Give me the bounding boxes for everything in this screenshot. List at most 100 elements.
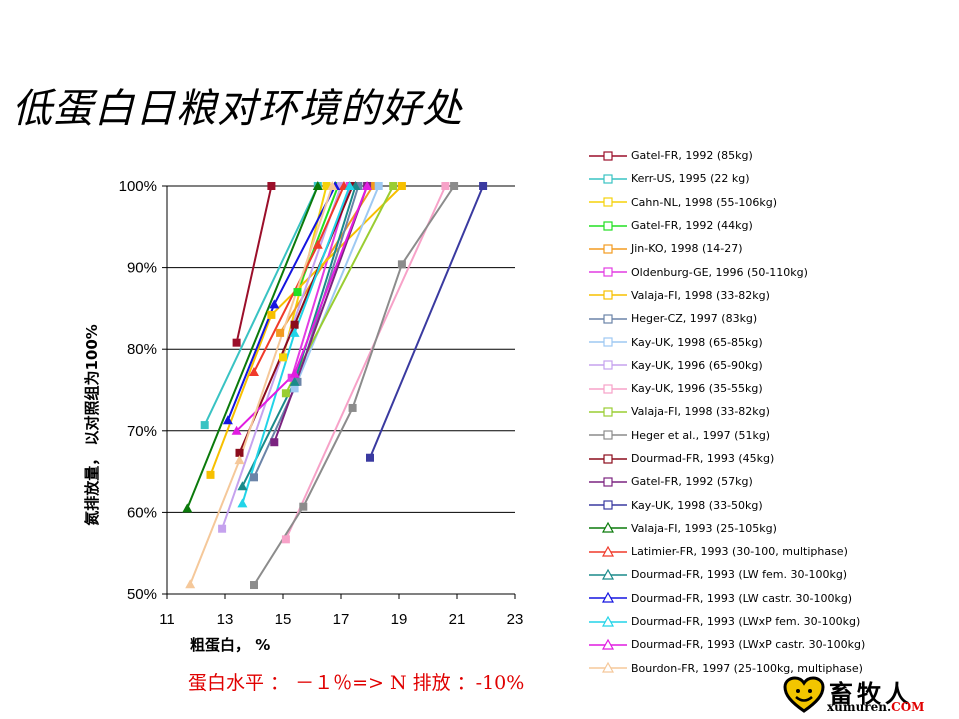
chart-point xyxy=(368,182,377,190)
legend-label: Gatel-FR, 1992 (57kg) xyxy=(631,475,753,489)
legend-item: Gatel-FR, 1992 (57kg) xyxy=(588,470,948,493)
chart-point xyxy=(397,182,406,190)
chart-point xyxy=(200,421,209,430)
legend-item: Kay-UK, 1996 (35-55kg) xyxy=(588,377,948,400)
chart-point xyxy=(250,581,258,590)
x-tick-label: 15 xyxy=(275,611,292,628)
y-tick-label: 70% xyxy=(127,423,157,440)
legend-swatch-marker xyxy=(603,360,613,370)
y-tick-label: 100% xyxy=(119,178,157,195)
legend-item: Dourmad-FR, 1993 (LW fem. 30-100kg) xyxy=(588,563,948,586)
legend-swatch xyxy=(589,244,627,254)
legend-swatch-marker xyxy=(603,197,613,207)
legend-swatch-marker xyxy=(603,267,613,277)
chart-point xyxy=(450,182,459,190)
chart-point xyxy=(348,182,357,190)
x-tick-label: 23 xyxy=(507,611,524,628)
chart-point xyxy=(206,470,215,479)
series-line xyxy=(296,185,340,293)
legend-label: Kerr-US, 1995 (22 kg) xyxy=(631,172,750,186)
chart-point xyxy=(348,403,357,412)
legend-label: Kay-UK, 1996 (65-90kg) xyxy=(631,358,763,372)
logo-name: 畜牧人 xyxy=(829,679,913,708)
chart-point xyxy=(232,338,241,347)
legend-swatch xyxy=(589,500,627,510)
legend-item: Kay-UK, 1998 (33-50kg) xyxy=(588,493,948,516)
legend-label: Latimier-FR, 1993 (30-100, multiphase) xyxy=(631,545,848,559)
chart-point xyxy=(327,181,338,190)
legend-item: Valaja-FI, 1993 (25-105kg) xyxy=(588,517,948,540)
x-tick-label: 13 xyxy=(217,611,234,628)
legend-swatch-marker xyxy=(601,661,615,673)
legend-swatch-marker xyxy=(603,384,613,394)
legend-label: Gatel-FR, 1992 (85kg) xyxy=(631,149,753,163)
chart-point xyxy=(366,453,374,462)
chart-point xyxy=(344,181,355,190)
legend-item: Dourmad-FR, 1993 (LWxP castr. 30-100kg) xyxy=(588,633,948,656)
logo-domain: xumuren.COM xyxy=(827,700,924,714)
legend-swatch-marker xyxy=(603,244,613,254)
chart-point xyxy=(312,181,323,190)
legend-label: Bourdon-FR, 1997 (25-100kg, multiphase) xyxy=(631,661,863,675)
legend-swatch xyxy=(589,220,627,231)
chart-point xyxy=(290,384,299,393)
chart-point xyxy=(299,502,308,511)
legend-swatch-marker xyxy=(603,151,613,161)
legend-item: Jin-KO, 1998 (14-27) xyxy=(588,237,948,260)
legend-swatch-marker xyxy=(603,220,613,231)
footnote-text: 蛋白水平 ： －１％=> N 排放 ：-10% xyxy=(188,672,525,694)
legend-swatch xyxy=(589,430,627,440)
legend-label: Heger et al., 1997 (51kg) xyxy=(631,428,771,442)
legend-item: Valaja-FI, 1998 (33-82kg) xyxy=(588,400,948,423)
chart-point xyxy=(281,535,290,544)
y-tick-label: 60% xyxy=(127,504,157,521)
legend-item: Kay-UK, 1998 (65-85kg) xyxy=(588,330,948,353)
chart-point xyxy=(289,376,300,386)
chart-point xyxy=(289,368,300,378)
chart-point xyxy=(234,455,245,465)
legend-swatch-marker xyxy=(603,430,613,440)
logo-domain-tld: COM xyxy=(891,700,925,714)
legend-swatch xyxy=(589,267,627,277)
chart-point xyxy=(362,181,373,190)
legend-item: Kerr-US, 1995 (22 kg) xyxy=(588,167,948,190)
legend-swatch-marker xyxy=(601,592,615,603)
chart-point xyxy=(182,503,193,513)
legend-swatch-marker xyxy=(603,453,613,464)
series-line xyxy=(369,185,485,459)
legend-swatch xyxy=(589,407,627,417)
legend-item: Dourmad-FR, 1993 (LWxP fem. 30-100kg) xyxy=(588,610,948,633)
chart-point xyxy=(279,353,287,362)
legend-label: Valaja-FI, 1998 (33-82kg) xyxy=(631,288,770,302)
legend-item: Heger-CZ, 1997 (83kg) xyxy=(588,307,948,330)
y-tick-label: 90% xyxy=(127,260,157,277)
chart-point xyxy=(374,182,383,190)
legend-swatch-marker xyxy=(601,615,615,627)
page-title: 低蛋白日粮对环境的好处 xyxy=(12,86,463,132)
chart-point xyxy=(281,389,290,398)
legend-swatch-marker xyxy=(603,407,613,417)
legend-label: Dourmad-FR, 1993 (LWxP fem. 30-100kg) xyxy=(631,615,861,629)
chart-point xyxy=(250,473,258,482)
legend-label: Kay-UK, 1998 (65-85kg) xyxy=(631,335,763,349)
legend-swatch xyxy=(589,290,627,301)
chart-point xyxy=(293,377,302,386)
legend-swatch xyxy=(589,615,627,627)
chart-point xyxy=(290,320,299,329)
legend-swatch-marker xyxy=(601,522,615,533)
chart-markers-group xyxy=(182,181,488,590)
chart-point xyxy=(337,182,345,190)
chart-point xyxy=(218,524,227,533)
legend-swatch xyxy=(589,661,627,673)
chart-point xyxy=(249,367,259,377)
legend-swatch xyxy=(589,197,627,207)
legend-label: Dourmad-FR, 1993 (LW fem. 30-100kg) xyxy=(631,568,848,582)
y-tick-label: 50% xyxy=(127,586,157,603)
legend-swatch xyxy=(589,638,627,650)
chart-point xyxy=(287,373,296,382)
chart-point xyxy=(397,260,406,269)
chart-point xyxy=(237,481,248,491)
series-line xyxy=(293,185,380,389)
legend-swatch xyxy=(589,453,627,464)
